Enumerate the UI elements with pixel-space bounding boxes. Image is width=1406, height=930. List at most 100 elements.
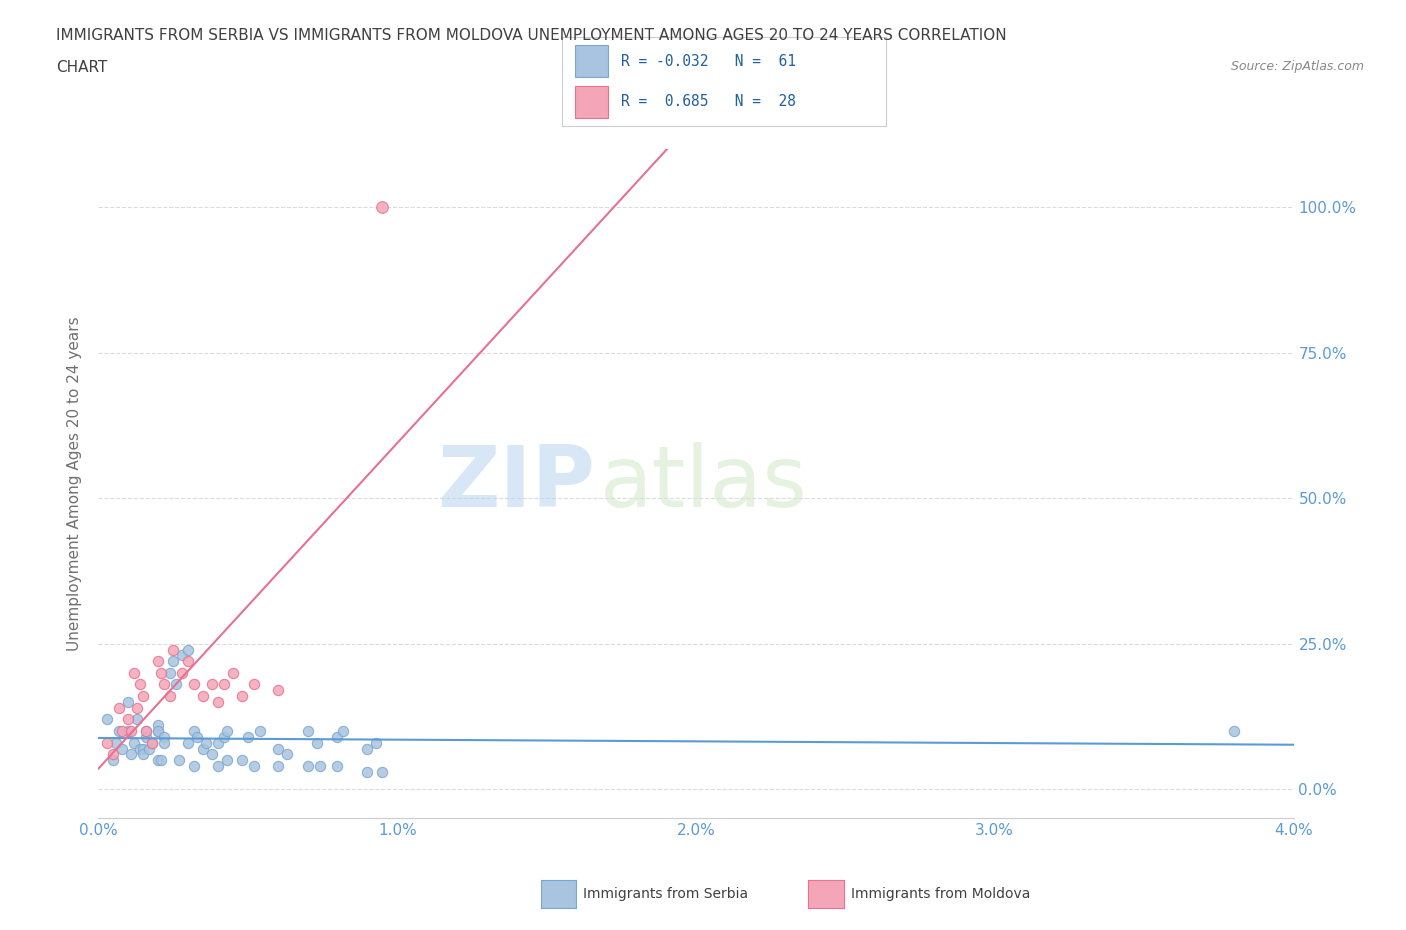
Point: [148, 752, 170, 767]
Point: [267, 741, 290, 756]
Point: [356, 764, 378, 779]
Bar: [575, 86, 607, 117]
Point: [243, 677, 266, 692]
Point: [162, 642, 184, 657]
Point: [141, 736, 163, 751]
Point: [165, 677, 187, 692]
Point: [96, 712, 118, 727]
Point: [117, 724, 139, 738]
Point: [231, 689, 253, 704]
Point: [153, 736, 176, 751]
Point: [167, 752, 190, 767]
Point: [191, 689, 214, 704]
Point: [103, 747, 125, 762]
Point: [231, 752, 253, 767]
Point: [308, 759, 330, 774]
Point: [159, 689, 181, 704]
Point: [267, 759, 290, 774]
Point: [148, 724, 170, 738]
Point: [172, 665, 194, 680]
Point: [297, 759, 319, 774]
Point: [132, 747, 155, 762]
Point: [215, 724, 238, 738]
Point: [108, 700, 131, 715]
Point: [124, 736, 146, 751]
Point: [172, 648, 194, 663]
Point: [371, 764, 394, 779]
Point: [148, 718, 170, 733]
Text: Immigrants from Serbia: Immigrants from Serbia: [583, 886, 748, 901]
Point: [326, 759, 349, 774]
Point: [332, 724, 354, 738]
Point: [111, 724, 134, 738]
Point: [141, 736, 163, 751]
Point: [297, 724, 319, 738]
Point: [243, 759, 266, 774]
Point: [212, 677, 235, 692]
Point: [191, 741, 214, 756]
Point: [150, 665, 173, 680]
Point: [124, 665, 146, 680]
Point: [132, 741, 155, 756]
Text: Source: ZipAtlas.com: Source: ZipAtlas.com: [1230, 60, 1364, 73]
Point: [153, 677, 176, 692]
Point: [108, 724, 131, 738]
Point: [236, 729, 259, 744]
Text: CHART: CHART: [56, 60, 108, 75]
Point: [326, 729, 349, 744]
Point: [129, 741, 152, 756]
Point: [135, 724, 157, 738]
Point: [366, 736, 388, 751]
Point: [148, 724, 170, 738]
Point: [162, 654, 184, 669]
Point: [105, 736, 128, 751]
Point: [207, 736, 229, 751]
Point: [177, 642, 200, 657]
Point: [249, 724, 271, 738]
Point: [127, 712, 149, 727]
Point: [177, 736, 200, 751]
Point: [356, 741, 378, 756]
Point: [267, 683, 290, 698]
Point: [96, 736, 118, 751]
Point: [183, 677, 205, 692]
Point: [207, 695, 229, 710]
Point: [120, 724, 142, 738]
Point: [117, 712, 139, 727]
Point: [207, 759, 229, 774]
Point: [215, 752, 238, 767]
Point: [135, 729, 157, 744]
Point: [212, 729, 235, 744]
Text: R =  0.685   N =  28: R = 0.685 N = 28: [620, 94, 796, 109]
Point: [132, 689, 155, 704]
Point: [183, 759, 205, 774]
Text: atlas: atlas: [600, 442, 808, 525]
Point: [120, 747, 142, 762]
Point: [276, 747, 298, 762]
Point: [127, 700, 149, 715]
Point: [129, 677, 152, 692]
Point: [111, 741, 134, 756]
Point: [186, 729, 208, 744]
Point: [103, 752, 125, 767]
Point: [222, 665, 245, 680]
Point: [117, 695, 139, 710]
Text: R = -0.032   N =  61: R = -0.032 N = 61: [620, 54, 796, 69]
Text: IMMIGRANTS FROM SERBIA VS IMMIGRANTS FROM MOLDOVA UNEMPLOYMENT AMONG AGES 20 TO : IMMIGRANTS FROM SERBIA VS IMMIGRANTS FRO…: [56, 28, 1007, 43]
Point: [1222, 724, 1246, 738]
Point: [159, 665, 181, 680]
Text: ZIP: ZIP: [437, 442, 595, 525]
Point: [135, 724, 157, 738]
Point: [201, 747, 224, 762]
Point: [183, 724, 205, 738]
Point: [305, 736, 328, 751]
Point: [148, 654, 170, 669]
Point: [177, 654, 200, 669]
Point: [138, 741, 160, 756]
Point: [150, 752, 173, 767]
Point: [194, 736, 218, 751]
Point: [153, 729, 176, 744]
Point: [371, 200, 394, 215]
Text: Immigrants from Moldova: Immigrants from Moldova: [851, 886, 1031, 901]
Point: [201, 677, 224, 692]
